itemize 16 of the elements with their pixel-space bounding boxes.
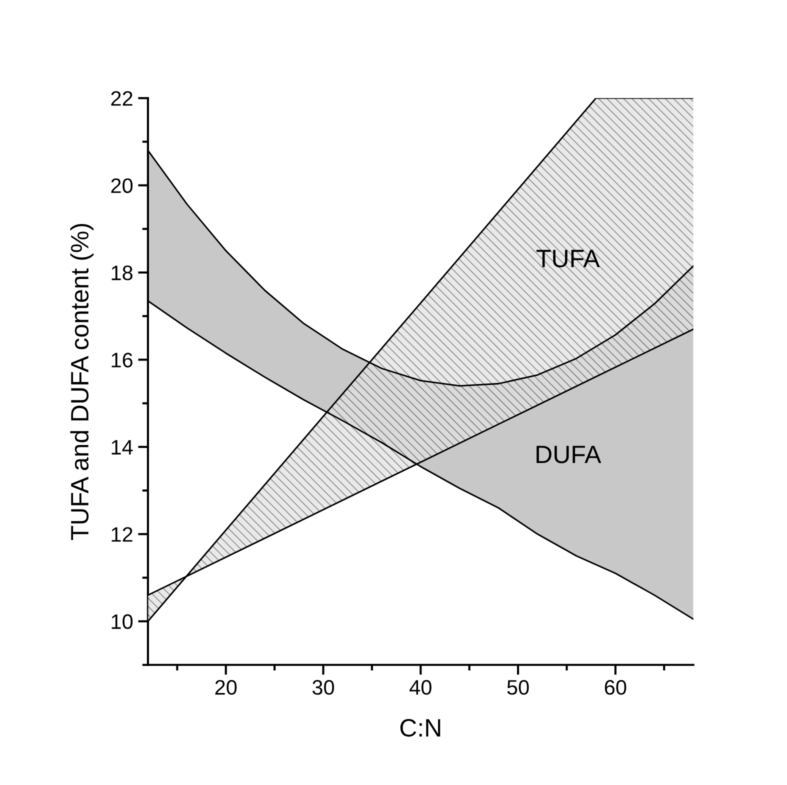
y-tick-label: 10 bbox=[112, 614, 133, 630]
x-axis-title: C:N bbox=[400, 719, 440, 737]
y-tick-label: 12 bbox=[112, 527, 132, 542]
x-tick-label: 50 bbox=[507, 680, 529, 695]
y-axis-title: TUFA and DUFA content (%) bbox=[70, 224, 94, 540]
y-tick-label: 18 bbox=[112, 266, 132, 280]
text: TUFA bbox=[536, 250, 600, 268]
text: DUFA bbox=[536, 446, 602, 464]
y-tick-label: 20 bbox=[111, 178, 133, 194]
y-tick-label: 16 bbox=[112, 352, 132, 368]
y-tick-label: 22 bbox=[111, 91, 132, 106]
y-tick-label: 14 bbox=[112, 440, 133, 454]
x-tick-label: 30 bbox=[312, 680, 334, 695]
x-tick-label: 60 bbox=[604, 680, 626, 695]
x-tick-label: 20 bbox=[215, 680, 237, 695]
x-tick-label: 40 bbox=[410, 680, 432, 695]
